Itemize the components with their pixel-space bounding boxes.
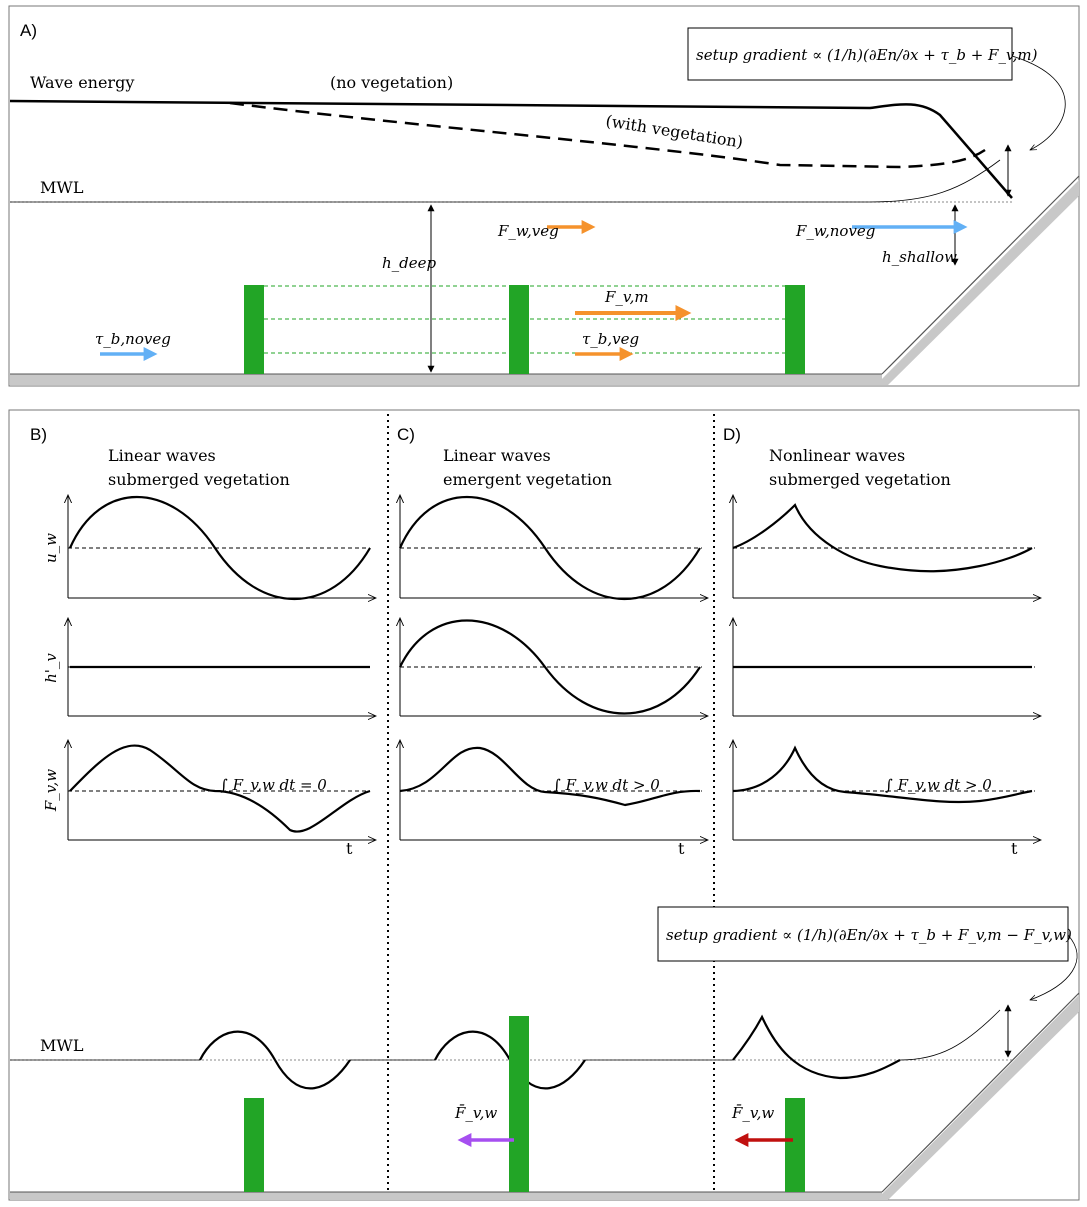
u-w-axis-label: u_w bbox=[42, 533, 60, 563]
no-veg-label: (no vegetation) bbox=[330, 73, 453, 92]
formula-a: setup gradient ∝ (1/h)(∂En/∂x + τ_b + F_… bbox=[696, 46, 1038, 64]
panel-d-label: D) bbox=[723, 425, 741, 444]
time-axis-label: t bbox=[346, 839, 353, 858]
beach-slope bbox=[876, 180, 1079, 385]
setup-curve-a bbox=[10, 159, 1001, 203]
integral-d: ∫ F_v,w dt > 0 bbox=[885, 776, 992, 794]
seabed bbox=[10, 374, 882, 385]
integral-b: ∫ F_v,w dt = 0 bbox=[220, 776, 327, 794]
panel-c-title-1: Linear waves bbox=[443, 446, 551, 465]
tau-b-noveg-label: τ_b,noveg bbox=[95, 330, 171, 348]
h-v-axis-label: h'_v bbox=[42, 653, 60, 683]
u-w-curve-b bbox=[68, 495, 371, 601]
integral-c: ∫ F_v,w dt > 0 bbox=[553, 776, 660, 794]
h-deep-label: h_deep bbox=[382, 254, 437, 272]
panel-a-label: A) bbox=[20, 21, 37, 40]
fvw-mean-label-c: F̄_v,w bbox=[454, 1104, 497, 1122]
panel-c-title-2: emergent vegetation bbox=[443, 470, 612, 489]
vegetation-stem bbox=[244, 285, 264, 374]
panel-b-title-1: Linear waves bbox=[108, 446, 216, 465]
f-w-veg-label: F_w,veg bbox=[497, 222, 559, 240]
f-vw-curve-b bbox=[69, 744, 371, 833]
formula-a-pointer bbox=[1011, 55, 1066, 150]
u-w-curve-d bbox=[732, 503, 1033, 573]
panel-b-title-2: submerged vegetation bbox=[108, 470, 290, 489]
f-v-m-label: F_v,m bbox=[604, 288, 649, 306]
vegetation-stem bbox=[244, 1098, 264, 1192]
fvw-mean-label-d: F̄_v,w bbox=[731, 1104, 774, 1122]
mwl-label-b: MWL bbox=[40, 1036, 84, 1055]
wave-energy-no-veg bbox=[9, 99, 1013, 199]
seabed-b bbox=[10, 1192, 882, 1200]
panel-d-title-1: Nonlinear waves bbox=[769, 446, 905, 465]
vegetation-stem bbox=[785, 285, 805, 374]
wave-energy-label: Wave energy bbox=[30, 73, 134, 92]
formula-b-pointer bbox=[1030, 934, 1078, 1000]
slope-edge bbox=[881, 175, 1080, 375]
panel-bcd: B) Linear waves submerged vegetation C) … bbox=[8, 409, 1080, 1201]
h-v-curve-c bbox=[399, 619, 701, 715]
beach-slope-b bbox=[876, 995, 1079, 1200]
setup-curve-b bbox=[10, 1009, 1001, 1061]
formula-box-a bbox=[687, 27, 1013, 81]
f-vw-curve-c bbox=[399, 746, 701, 807]
wave-profile-b bbox=[199, 1030, 351, 1090]
vegetation-stem-emergent bbox=[509, 1016, 529, 1192]
mwl-label-a: MWL bbox=[40, 178, 84, 197]
vegetation-stem bbox=[509, 285, 529, 374]
wave-energy-with-veg bbox=[229, 101, 986, 169]
panel-d-title-2: submerged vegetation bbox=[769, 470, 951, 489]
time-axis-label: t bbox=[678, 839, 685, 858]
panel-bcd-frame bbox=[8, 409, 1080, 1201]
wave-profile-d bbox=[732, 1014, 901, 1080]
f-vw-axis-label: F_v,w bbox=[42, 769, 60, 812]
tau-b-veg-label: τ_b,veg bbox=[582, 330, 639, 348]
f-vw-curve-d bbox=[732, 745, 1033, 804]
panel-a: A) MWL Wave energy (no vegetation) (with… bbox=[8, 5, 1080, 387]
h-shallow-label: h_shallow bbox=[882, 248, 957, 266]
u-w-curve-c bbox=[398, 495, 701, 601]
panel-b-label: B) bbox=[30, 425, 47, 444]
slope-edge-b bbox=[881, 992, 1080, 1193]
f-w-noveg-label: F_w,noveg bbox=[795, 222, 875, 240]
panel-c-label: C) bbox=[397, 425, 415, 444]
time-axis-label: t bbox=[1011, 839, 1018, 858]
formula-b: setup gradient ∝ (1/h)(∂En/∂x + τ_b + F_… bbox=[666, 926, 1072, 944]
vegetation-stem bbox=[785, 1098, 805, 1192]
formula-box-b bbox=[657, 906, 1069, 962]
